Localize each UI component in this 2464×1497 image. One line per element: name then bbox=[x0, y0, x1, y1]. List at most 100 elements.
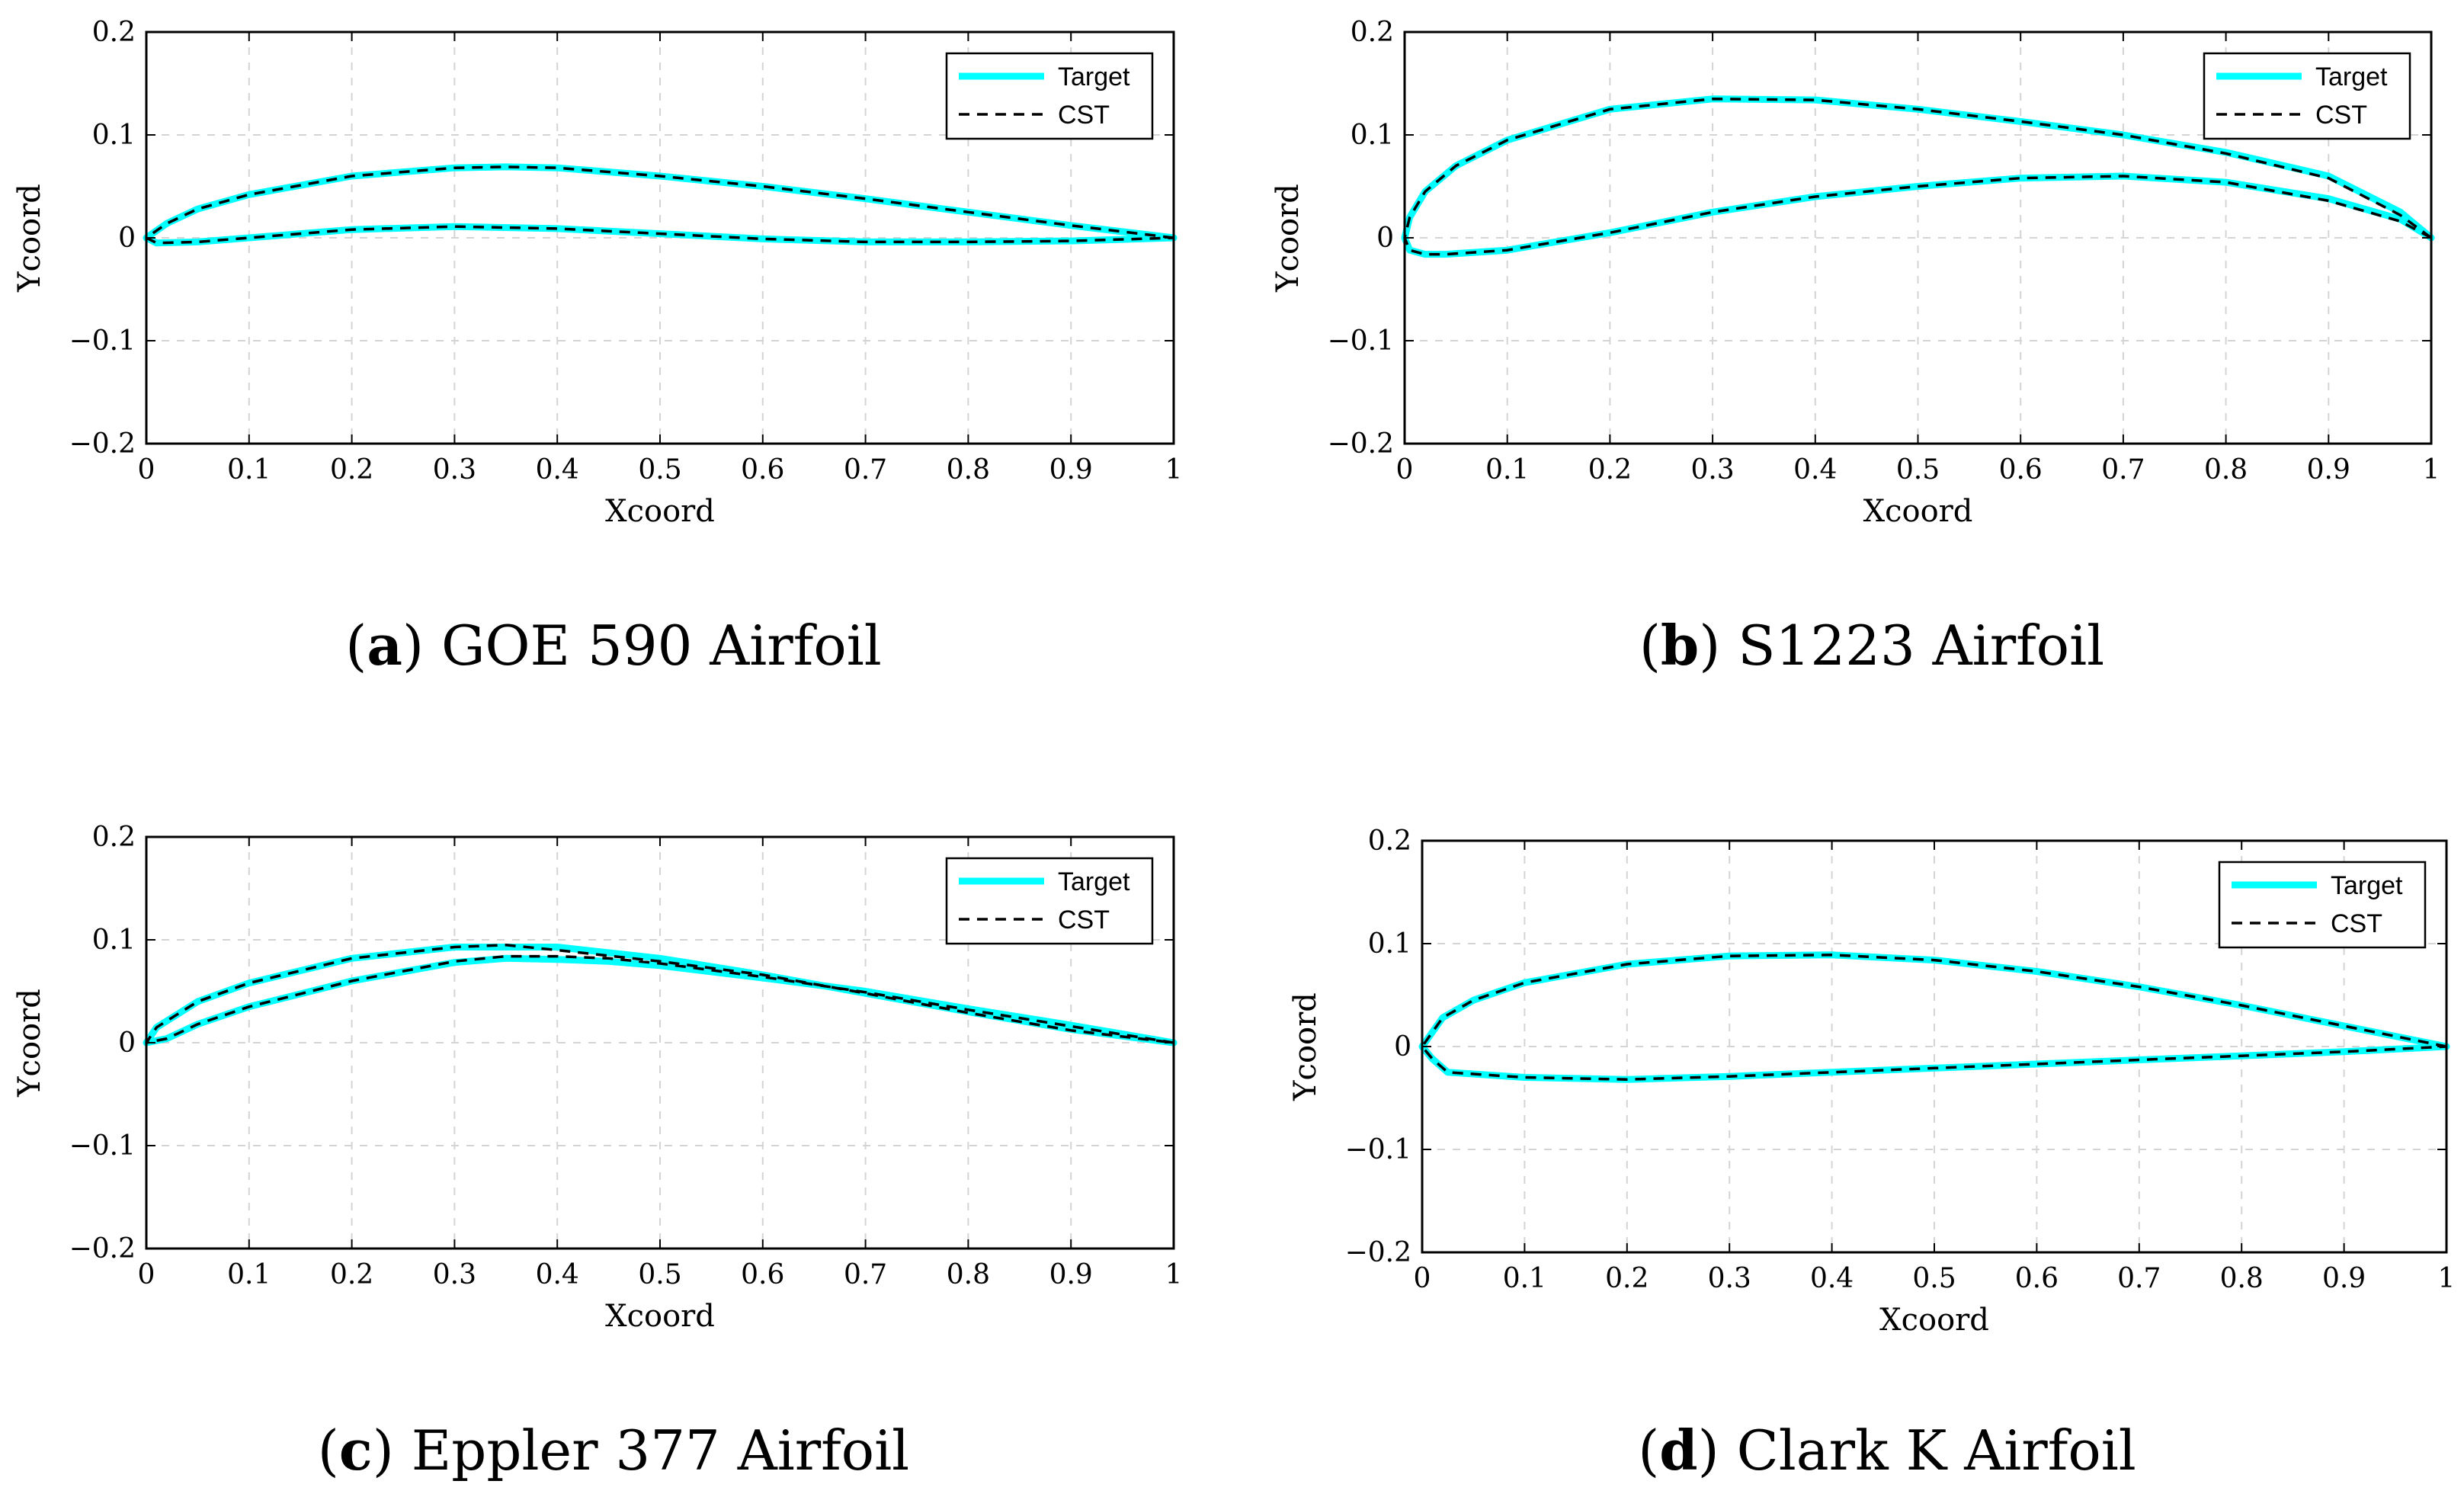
y-tick-label: −0.2 bbox=[1345, 1237, 1411, 1268]
legend-label-target: Target bbox=[2315, 63, 2388, 91]
x-axis-label: Xcoord bbox=[1879, 1303, 1989, 1338]
y-tick-label: 0 bbox=[1394, 1031, 1411, 1063]
x-tick-label: 0.2 bbox=[330, 454, 373, 486]
caption-panel-label: a bbox=[367, 613, 402, 678]
legend-box bbox=[2203, 52, 2411, 140]
y-axis-label: Ycoord bbox=[1288, 992, 1323, 1101]
series-line-cst bbox=[145, 165, 1174, 245]
caption-paren-open: ( bbox=[1639, 614, 1661, 678]
chart-panel-b: 0 0.1 0.2 0.3 0.4 0.5 0.6 0.7 0.8 0.9 1 −0.2 −0.1 0 0.… bbox=[1270, 17, 2440, 678]
caption-paren-open: ( bbox=[318, 1418, 339, 1483]
legend-box bbox=[945, 857, 1154, 945]
caption-panel-label: d bbox=[1659, 1418, 1697, 1483]
x-tick-label: 1 bbox=[2438, 1263, 2456, 1294]
caption-panel-label: b bbox=[1661, 613, 1699, 678]
y-tick-label: 0.2 bbox=[92, 17, 136, 48]
caption-title: Clark K Airfoil bbox=[1737, 1418, 2136, 1483]
y-tick-label: −0.1 bbox=[1345, 1134, 1411, 1165]
chart-panel-a: 0 0.1 0.2 0.3 0.4 0.5 0.6 0.7 0.8 0.9 1 −0.2 −0.1 0 0.… bbox=[12, 17, 1182, 678]
legend: Target CST bbox=[2203, 52, 2411, 140]
caption-title: S1223 Airfoil bbox=[1738, 614, 2104, 678]
panel-caption: (d) Clark K Airfoil bbox=[1638, 1418, 2136, 1483]
caption-title: GOE 590 Airfoil bbox=[441, 614, 882, 678]
panel-caption: (b) S1223 Airfoil bbox=[1639, 613, 2104, 678]
caption-paren-close: ) bbox=[402, 614, 441, 678]
x-tick-label: 0.8 bbox=[947, 1259, 990, 1290]
x-tick-label: 0.7 bbox=[2101, 454, 2145, 486]
x-tick-label: 0.2 bbox=[1605, 1263, 1649, 1294]
y-tick-label: 0 bbox=[118, 223, 136, 254]
y-tick-label: −0.2 bbox=[1328, 428, 1394, 460]
x-tick-label: 0.6 bbox=[2015, 1263, 2059, 1294]
x-tick-label: 0.4 bbox=[536, 454, 579, 486]
chart-panel-d: 0 0.1 0.2 0.3 0.4 0.5 0.6 0.7 0.8 0.9 1 −0.2 −0.1 0 0.… bbox=[1288, 825, 2455, 1483]
legend: Target CST bbox=[945, 857, 1154, 945]
x-tick-label: 0.8 bbox=[2204, 454, 2248, 486]
y-axis-label: Ycoord bbox=[1270, 184, 1306, 293]
chart-panel-c: 0 0.1 0.2 0.3 0.4 0.5 0.6 0.7 0.8 0.9 1 −0.2 −0.1 0 0.… bbox=[12, 822, 1182, 1483]
x-tick-label: 0.1 bbox=[1503, 1263, 1546, 1294]
x-tick-label: 0.5 bbox=[1896, 454, 1940, 486]
legend-label-cst: CST bbox=[1058, 101, 1110, 130]
x-tick-label: 1 bbox=[1165, 454, 1183, 486]
x-axis-label: Xcoord bbox=[1863, 494, 1973, 529]
y-tick-label: −0.1 bbox=[69, 1130, 136, 1162]
y-tick-label: 0.1 bbox=[92, 120, 136, 151]
legend-box bbox=[945, 52, 1154, 140]
x-tick-label: 0.6 bbox=[741, 454, 784, 486]
panel-caption: (c) Eppler 377 Airfoil bbox=[318, 1418, 909, 1483]
x-tick-label: 0.1 bbox=[227, 454, 271, 486]
x-tick-label: 0.7 bbox=[2117, 1263, 2161, 1294]
x-tick-label: 0.9 bbox=[1049, 1259, 1093, 1290]
x-tick-label: 0.7 bbox=[844, 454, 887, 486]
x-tick-label: 0.8 bbox=[947, 454, 990, 486]
caption-paren-open: ( bbox=[345, 614, 367, 678]
legend: Target CST bbox=[2218, 861, 2427, 949]
y-axis-label: Ycoord bbox=[12, 989, 47, 1098]
x-tick-label: 0.3 bbox=[433, 454, 476, 486]
caption-panel-label: c bbox=[339, 1418, 373, 1483]
x-tick-label: 0.1 bbox=[227, 1259, 271, 1290]
y-tick-label: 0 bbox=[1376, 223, 1394, 254]
y-tick-label: 0.1 bbox=[1351, 120, 1394, 151]
x-tick-label: 0.9 bbox=[2322, 1263, 2366, 1294]
y-tick-label: 0 bbox=[118, 1027, 136, 1059]
x-tick-label: 0.9 bbox=[2307, 454, 2350, 486]
caption-paren-close: ) bbox=[1699, 614, 1738, 678]
caption-paren-close: ) bbox=[1698, 1418, 1737, 1483]
x-tick-label: 0.5 bbox=[1912, 1263, 1956, 1294]
legend-label-target: Target bbox=[1058, 63, 1130, 91]
x-tick-label: 0 bbox=[138, 454, 155, 486]
legend-label-cst: CST bbox=[1058, 906, 1110, 934]
legend-label-target: Target bbox=[1058, 867, 1130, 896]
x-axis-label: Xcoord bbox=[605, 1299, 715, 1334]
y-tick-label: 0.2 bbox=[1368, 825, 1411, 857]
x-tick-label: 1 bbox=[2423, 454, 2440, 486]
x-tick-label: 0.3 bbox=[433, 1259, 476, 1290]
series-line-cst bbox=[145, 944, 1174, 1044]
y-tick-label: 0.1 bbox=[1368, 928, 1411, 960]
caption-paren-close: ) bbox=[373, 1418, 412, 1483]
x-tick-label: 0.6 bbox=[1999, 454, 2043, 486]
caption-paren-open: ( bbox=[1638, 1418, 1659, 1483]
x-tick-label: 0.8 bbox=[2220, 1263, 2264, 1294]
y-axis-label: Ycoord bbox=[12, 184, 47, 293]
x-tick-label: 0.4 bbox=[1810, 1263, 1854, 1294]
legend-label-cst: CST bbox=[2331, 909, 2382, 938]
x-tick-label: 0.7 bbox=[844, 1259, 887, 1290]
x-tick-label: 0.2 bbox=[330, 1259, 373, 1290]
x-tick-label: 0 bbox=[1414, 1263, 1431, 1294]
y-tick-label: 0.2 bbox=[1351, 17, 1394, 48]
x-tick-label: 0.5 bbox=[638, 454, 681, 486]
x-tick-label: 0.4 bbox=[536, 1259, 579, 1290]
x-tick-label: 0.2 bbox=[1588, 454, 1632, 486]
x-tick-label: 0.3 bbox=[1690, 454, 1734, 486]
legend-label-cst: CST bbox=[2315, 101, 2367, 130]
x-tick-label: 0.4 bbox=[1793, 454, 1837, 486]
panel-caption: (a) GOE 590 Airfoil bbox=[345, 613, 882, 678]
x-tick-label: 0.1 bbox=[1485, 454, 1529, 486]
x-axis-label: Xcoord bbox=[605, 494, 715, 529]
x-tick-label: 0.5 bbox=[638, 1259, 681, 1290]
x-tick-label: 0 bbox=[1396, 454, 1414, 486]
